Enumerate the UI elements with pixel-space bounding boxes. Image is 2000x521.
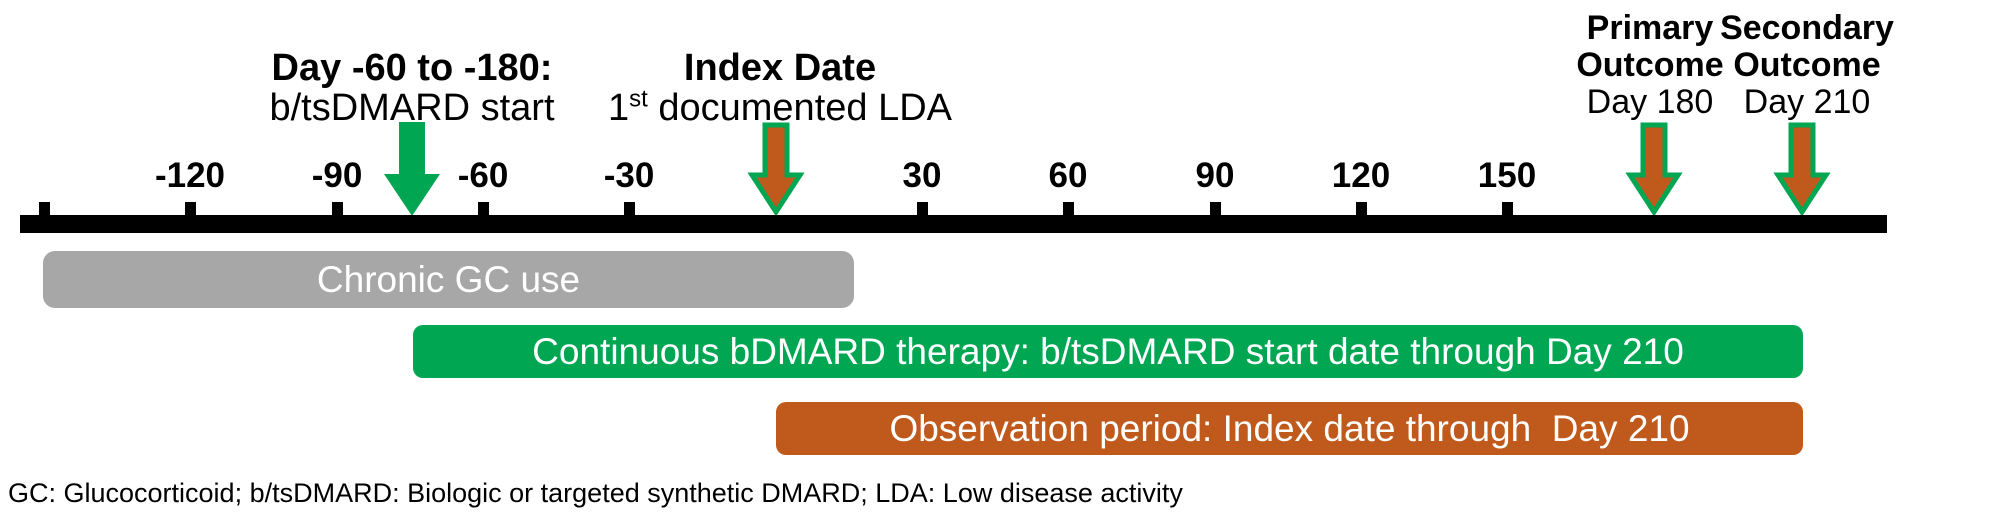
tick-label-minus90: -90 (311, 156, 363, 195)
annotation-bdmard-start-line1: Day -60 to -180: (271, 47, 553, 89)
tick-mark-minus30 (624, 202, 635, 216)
tick-mark-minus60 (478, 202, 489, 216)
observation-period-bar: Observation period: Index date through D… (776, 402, 1803, 455)
annotation-secondary-line3: Day 210 (1743, 83, 1871, 121)
tick-label-minus60: -60 (457, 156, 509, 195)
tick-mark-90 (1210, 202, 1221, 216)
index-date-arrow-icon (747, 122, 805, 216)
secondary-outcome-arrow-icon (1773, 122, 1831, 216)
primary-outcome-arrow-icon (1625, 122, 1683, 216)
annotation-index-date-line2: 1st documented LDA (570, 85, 990, 129)
observation-period-label: Observation period: Index date through D… (889, 407, 1690, 449)
tick-label-120: 120 (1331, 156, 1391, 195)
bdmard-start-arrow-icon (383, 122, 441, 216)
tick-label-minus30: -30 (603, 156, 655, 195)
tick-mark-120 (1356, 202, 1367, 216)
abbreviations-footnote: GC: Glucocorticoid; b/tsDMARD: Biologic … (8, 478, 1183, 508)
ordinal-suffix: st (629, 85, 648, 113)
ordinal-rest: documented LDA (647, 87, 952, 129)
tick-label-60: 60 (1048, 156, 1088, 195)
tick-mark-minus120 (185, 202, 196, 216)
chronic-gc-use-label: Chronic GC use (316, 258, 581, 300)
annotation-index-date: Index Date 1st documented LDA (570, 48, 990, 128)
annotation-primary-line2: Outcome (1576, 46, 1724, 84)
annotation-secondary-line1: Secondary (1720, 9, 1894, 47)
tick-mark-60 (1063, 202, 1074, 216)
annotation-primary-outcome: Primary Outcome Day 180 (1530, 10, 1770, 121)
annotation-bdmard-start-line2: b/tsDMARD start (269, 87, 555, 129)
tick-mark-minus90 (332, 202, 343, 216)
continuous-bdmard-therapy-label: Continuous bDMARD therapy: b/tsDMARD sta… (532, 330, 1684, 372)
annotation-secondary-outcome: Secondary Outcome Day 210 (1682, 10, 1932, 121)
annotation-bdmard-start: Day -60 to -180: b/tsDMARD start (202, 48, 622, 128)
ordinal-number: 1 (608, 87, 630, 129)
tick-label-minus120: -120 (154, 156, 226, 195)
annotation-primary-line1: Primary (1586, 9, 1714, 47)
annotation-primary-line3: Day 180 (1586, 83, 1714, 121)
tick-mark-minus150 (39, 202, 50, 216)
tick-label-30: 30 (902, 156, 942, 195)
tick-label-150: 150 (1477, 156, 1537, 195)
continuous-bdmard-therapy-bar: Continuous bDMARD therapy: b/tsDMARD sta… (413, 325, 1803, 378)
tick-mark-30 (917, 202, 928, 216)
tick-mark-150 (1502, 202, 1513, 216)
tick-label-90: 90 (1195, 156, 1235, 195)
annotation-index-date-line1: Index Date (683, 47, 877, 89)
chronic-gc-use-bar: Chronic GC use (43, 251, 854, 308)
timeline-axis (20, 215, 1887, 233)
annotation-secondary-line2: Outcome (1733, 46, 1881, 84)
